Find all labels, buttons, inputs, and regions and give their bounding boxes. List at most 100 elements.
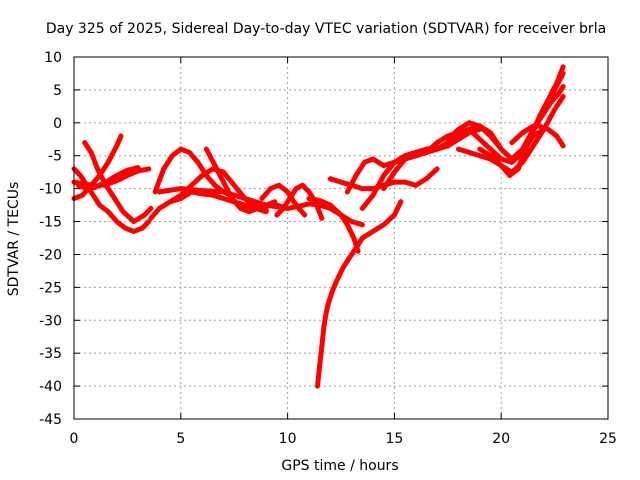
data-point — [231, 182, 237, 188]
data-point — [195, 159, 201, 165]
data-point — [135, 165, 141, 171]
data-point — [498, 156, 504, 162]
data-point — [381, 163, 387, 169]
data-point — [321, 324, 327, 330]
data-point — [520, 153, 526, 159]
data-point — [509, 156, 515, 162]
data-point — [398, 199, 404, 205]
data-point — [353, 172, 359, 178]
data-point — [280, 205, 286, 211]
data-point — [545, 126, 551, 132]
data-point — [370, 156, 376, 162]
data-point — [141, 212, 147, 218]
grid-lines — [74, 57, 608, 419]
y-tick-label: 10 — [44, 50, 62, 66]
data-point — [167, 199, 173, 205]
y-tick-label: -40 — [39, 379, 62, 395]
data-series-sat-track-23 — [477, 64, 566, 178]
y-tick-labels: 10 5 0 -5 -10 -15 -20 -25 -30 -35 -40 -45 — [39, 50, 62, 428]
y-tick-label: -20 — [39, 247, 62, 263]
series-line — [259, 182, 308, 218]
data-series-sat-track-25 — [530, 84, 566, 132]
data-point — [344, 189, 350, 195]
y-tick-label: -5 — [48, 149, 62, 165]
data-point — [221, 179, 227, 185]
data-point — [488, 153, 494, 159]
data-point — [413, 182, 419, 188]
data-point — [152, 189, 158, 195]
data-point — [161, 166, 167, 172]
data-point — [199, 188, 205, 194]
data-point — [287, 196, 293, 202]
data-point — [552, 107, 558, 113]
data-point — [359, 186, 365, 192]
data-point — [319, 344, 325, 350]
series-line — [445, 71, 566, 162]
data-point — [212, 163, 218, 169]
data-point — [84, 186, 90, 192]
data-point — [530, 143, 536, 149]
data-point — [114, 172, 120, 178]
data-point — [434, 140, 440, 146]
data-point — [315, 383, 321, 389]
data-point — [306, 196, 312, 202]
data-point — [259, 196, 265, 202]
data-series-sat-track-18 — [359, 126, 483, 211]
data-point — [105, 159, 111, 165]
data-point — [520, 130, 526, 136]
data-point — [94, 166, 100, 172]
data-series-sat-track-5 — [75, 165, 141, 192]
series-line — [148, 189, 269, 221]
data-point — [274, 202, 280, 208]
data-point — [221, 169, 227, 175]
data-point — [381, 186, 387, 192]
data-point — [319, 215, 325, 221]
data-point — [359, 205, 365, 211]
data-point — [539, 113, 545, 119]
data-point — [530, 126, 536, 132]
y-tick-label: -15 — [39, 215, 62, 231]
data-point — [120, 209, 126, 215]
x-tick-label: 25 — [599, 431, 617, 447]
data-point — [381, 172, 387, 178]
data-point — [402, 179, 408, 185]
data-point — [547, 100, 553, 106]
data-point — [255, 205, 261, 211]
data-point — [103, 179, 109, 185]
data-point — [334, 278, 340, 284]
data-point — [370, 192, 376, 198]
x-axis-label: GPS time / hours — [281, 458, 398, 474]
y-tick-label: -35 — [39, 346, 62, 362]
data-point — [355, 248, 361, 254]
data-point — [498, 163, 504, 169]
data-point — [515, 166, 521, 172]
data-point — [92, 184, 98, 190]
y-tick-label: -45 — [39, 412, 62, 428]
data-point — [114, 143, 120, 149]
data-point — [477, 136, 483, 142]
data-point — [477, 123, 483, 129]
data-point — [90, 192, 96, 198]
data-point — [178, 192, 184, 198]
data-point — [391, 212, 397, 218]
data-point — [361, 159, 367, 165]
data-point — [423, 176, 429, 182]
x-tick-labels: 0 5 10 15 20 25 — [70, 431, 617, 447]
data-point — [246, 209, 252, 215]
data-point — [112, 196, 118, 202]
plot-frame — [73, 56, 609, 420]
data-point — [80, 192, 86, 198]
x-tick-label: 5 — [176, 431, 185, 447]
data-point — [242, 196, 248, 202]
data-point — [498, 146, 504, 152]
data-point — [156, 189, 162, 195]
x-tick-label: 15 — [385, 431, 403, 447]
x-tick-label: 20 — [492, 431, 510, 447]
data-point — [323, 311, 329, 317]
data-point — [293, 202, 299, 208]
data-point — [77, 172, 83, 178]
data-point — [306, 189, 312, 195]
data-point — [560, 143, 566, 149]
chart-title: Day 325 of 2025, Sidereal Day-to-day VTE… — [46, 21, 606, 37]
data-point — [466, 120, 472, 126]
